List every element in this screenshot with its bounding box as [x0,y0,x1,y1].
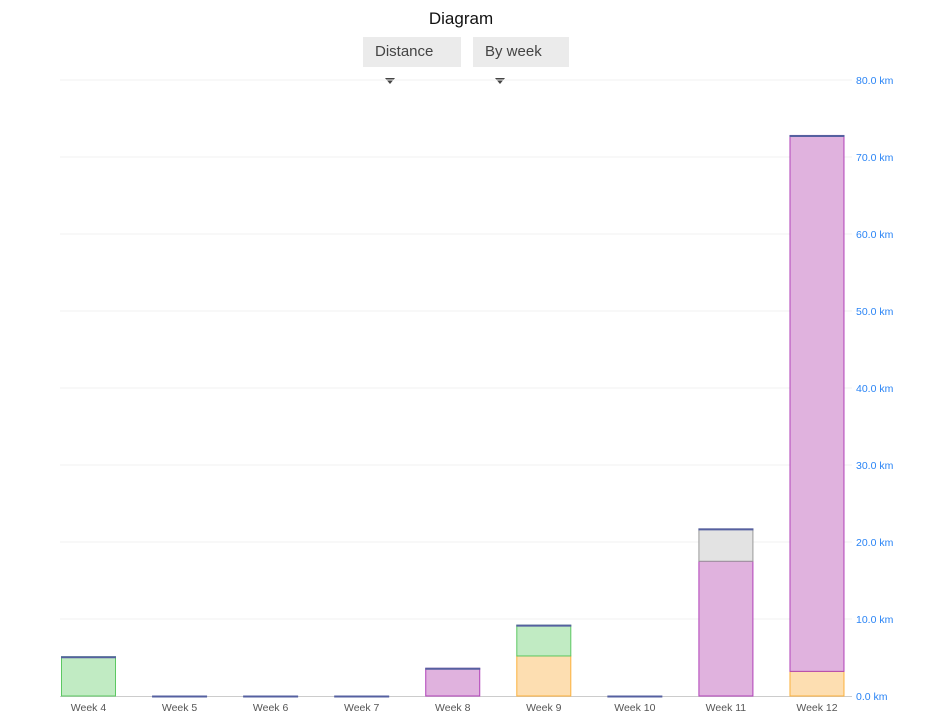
chart-title: Diagram [428,9,494,28]
bar-segment [698,560,754,697]
y-tick-label: 70.0 km [856,152,894,164]
grouping-dropdown[interactable]: By week [473,37,569,84]
y-tick-label: 0.0 km [856,691,888,703]
x-tick-label: Week 8 [435,702,471,714]
y-tick-label: 80.0 km [856,75,894,87]
grouping-dropdown-label: By week [485,43,542,60]
x-tick-label: Week 9 [526,702,562,714]
y-tick-label: 50.0 km [856,306,894,318]
bar-segment [516,655,572,697]
bar-segment [698,528,754,562]
bar-segment [789,670,845,697]
caret-down-icon [385,78,395,84]
caret-down-icon [495,78,505,84]
x-tick-label: Week 11 [706,702,747,714]
y-tick-label: 30.0 km [856,460,894,472]
y-tick-label: 20.0 km [856,537,894,549]
y-tick-label: 60.0 km [856,229,894,241]
x-tick-label: Week 5 [162,702,198,714]
x-tick-label: Week 10 [614,702,655,714]
metric-dropdown-label: Distance [375,43,434,60]
bar-segment [61,656,116,697]
x-tick-label: Week 6 [253,702,289,714]
x-tick-label: Week 7 [344,702,380,714]
bar-segment [516,624,572,657]
y-tick-label: 10.0 km [856,614,894,626]
y-tick-label: 40.0 km [856,383,894,395]
bar-segment [425,667,481,697]
metric-dropdown[interactable]: Distance [363,37,461,84]
bar-segment [789,134,845,672]
x-tick-label: Week 12 [796,702,837,714]
x-tick-label: Week 4 [71,702,107,714]
